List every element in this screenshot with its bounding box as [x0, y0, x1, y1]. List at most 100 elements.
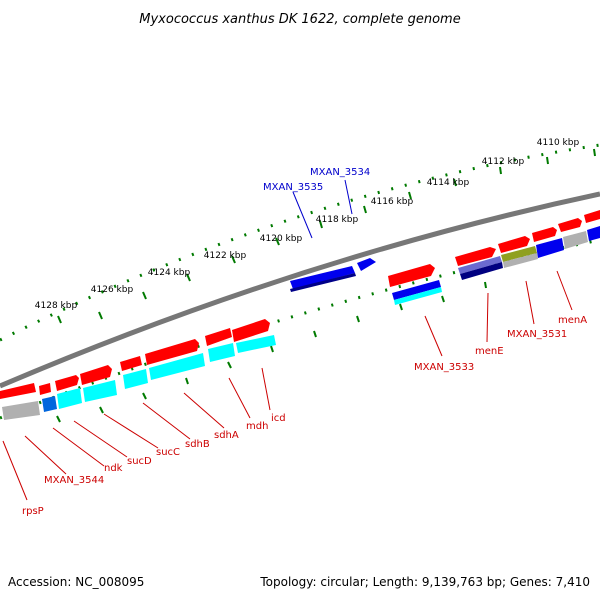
gene-label-mxan-3534[interactable]: MXAN_3534	[310, 167, 370, 178]
major-tick	[313, 330, 317, 338]
major-tick	[363, 205, 367, 214]
major-tick	[356, 315, 360, 323]
outer-dotted-ring	[0, 143, 600, 342]
scale-label: 4124 kbp	[148, 268, 191, 278]
feature-lavender	[458, 256, 502, 274]
major-tick	[399, 303, 403, 311]
scale-label: 4112 kbp	[482, 157, 525, 167]
gene-arrow-mxan-3534	[357, 258, 376, 271]
leader-line-menE	[486, 292, 489, 343]
leader-line-icd	[261, 367, 271, 411]
feature-olive	[501, 246, 537, 262]
gene-arrow-mxan-3535	[290, 266, 355, 289]
feature-blue	[587, 226, 600, 241]
major-tick	[227, 361, 232, 369]
gene-label-mxan-3535[interactable]: MXAN_3535	[263, 182, 323, 193]
gene-arrow-icd	[232, 319, 270, 342]
leader-line-sdhB	[142, 402, 191, 440]
leader-line-sucC	[103, 413, 159, 449]
major-tick	[185, 377, 189, 385]
reverse-strand-inner-track	[2, 226, 600, 420]
gene-arrow	[558, 218, 582, 232]
gene-label-sucD[interactable]: sucD	[127, 456, 152, 467]
gene-arrow-mxan-3531	[498, 236, 530, 253]
gene-arrow-menA	[532, 227, 557, 242]
gene-label-mxan-3544[interactable]: MXAN_3544	[44, 475, 104, 486]
gene-arrow-mxan-3544	[0, 383, 36, 399]
scale-label: 4116 kbp	[371, 197, 414, 207]
genome-backbone	[0, 191, 600, 389]
gene-label-ndk[interactable]: ndk	[104, 463, 123, 474]
gene-arrow-sdhA	[145, 339, 199, 365]
leader-line-menA	[556, 270, 573, 311]
feature-cyan	[123, 369, 148, 389]
major-tick	[142, 392, 147, 400]
major-tick	[593, 148, 596, 157]
major-tick	[231, 255, 236, 264]
accession-text: Accession: NC_008095	[8, 575, 144, 589]
leader-line-mxan-3544	[24, 435, 67, 475]
gene-label-sdhB[interactable]: sdhB	[185, 439, 210, 450]
major-tick	[98, 311, 103, 320]
feature-gray	[2, 401, 40, 420]
feature-blue	[392, 280, 441, 300]
leader-line-rpsP	[2, 440, 28, 501]
gene-arrow-mxan-3533	[388, 264, 435, 287]
feature-gray	[563, 231, 588, 249]
outer-major-ticks	[57, 148, 596, 324]
leader-line-mxan-3534	[344, 179, 353, 215]
gene-label-icd[interactable]: icd	[271, 413, 286, 424]
leader-line-sdhA	[183, 392, 225, 429]
gene-arrow	[584, 210, 600, 223]
blue-leader-lines	[292, 179, 353, 239]
feature-cyan	[83, 380, 117, 402]
gene-label-mdh[interactable]: mdh	[246, 421, 268, 432]
feature-blue	[42, 396, 57, 412]
feature-cyan	[57, 388, 82, 409]
major-tick	[270, 345, 274, 353]
gene-label-menE[interactable]: menE	[475, 346, 504, 357]
leader-line-mdh	[228, 377, 251, 419]
gene-arrow-menE	[455, 247, 496, 266]
scale-label: 4120 kbp	[260, 234, 303, 244]
leader-line-mxan-3531	[525, 280, 535, 325]
blue-gene-labels: MXAN_3534 MXAN_3535	[263, 167, 370, 193]
red-gene-labels: menA MXAN_3531 menE MXAN_3533 icd mdh sd…	[22, 315, 587, 517]
leader-line-mxan-3535	[292, 191, 313, 239]
major-tick	[484, 281, 487, 289]
gene-label-mxan-3531[interactable]: MXAN_3531	[507, 329, 567, 340]
gene-arrow-sdhB	[120, 356, 142, 371]
reverse-strand-red-track	[0, 210, 600, 399]
major-tick	[319, 220, 323, 229]
scale-label: 4128 kbp	[35, 301, 78, 311]
gene-label-sdhA[interactable]: sdhA	[214, 430, 239, 441]
map-title: Myxococcus xanthus DK 1622, complete gen…	[139, 12, 460, 27]
gene-label-sucC[interactable]: sucC	[156, 447, 180, 458]
feature-navy	[460, 262, 503, 280]
gene-label-menA[interactable]: menA	[558, 315, 587, 326]
major-tick	[57, 315, 62, 324]
scale-labels: 4110 kbp 4112 kbp 4114 kbp 4116 kbp 4118…	[35, 138, 580, 311]
feature-gray	[503, 253, 538, 268]
major-tick	[56, 415, 61, 423]
outer-tick-ring	[0, 143, 600, 342]
major-tick	[142, 291, 147, 300]
major-tick	[499, 166, 502, 175]
gene-arrow-sucC	[80, 365, 112, 385]
major-tick	[275, 237, 280, 246]
major-tick	[453, 178, 457, 187]
scale-label: 4122 kbp	[204, 251, 247, 261]
red-leader-lines	[2, 270, 573, 501]
leader-line-mxan-3533	[424, 315, 443, 357]
gene-arrow-sucD	[55, 375, 79, 391]
gene-arrow-shadow	[290, 273, 356, 292]
genome-summary-text: Topology: circular; Length: 9,139,763 bp…	[259, 575, 590, 589]
gene-label-rpsP[interactable]: rpsP	[22, 506, 44, 517]
gene-label-mxan-3533[interactable]: MXAN_3533	[414, 362, 474, 373]
gene-arrow-ndk	[39, 383, 51, 395]
scale-label: 4110 kbp	[537, 138, 580, 148]
feature-blue	[536, 238, 564, 258]
leader-line-sucD	[73, 420, 128, 458]
gene-arrow-mdh	[205, 328, 232, 346]
